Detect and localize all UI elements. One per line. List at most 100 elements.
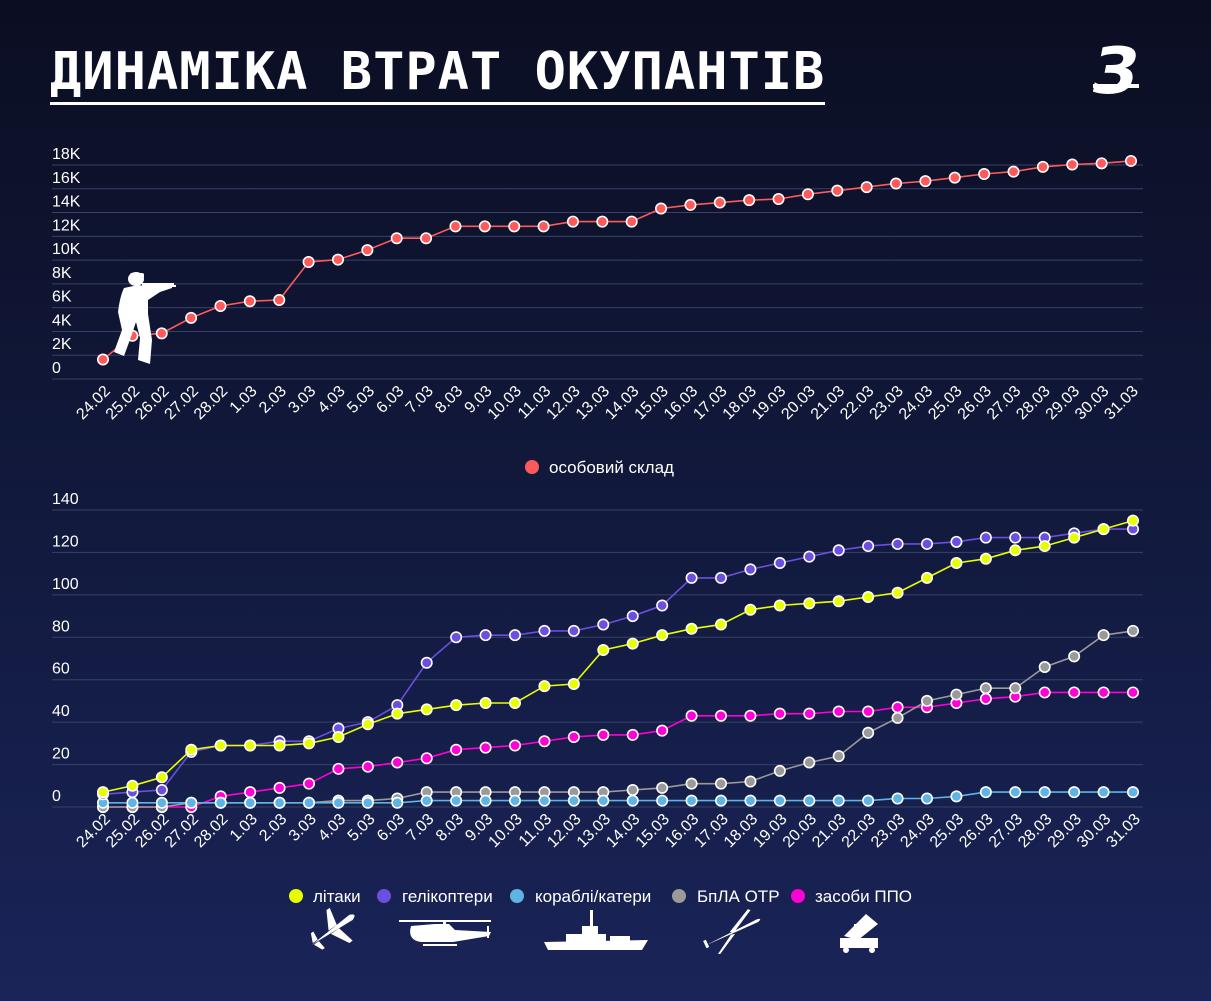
data-point bbox=[744, 775, 757, 788]
x-tick-label: 1.03 bbox=[227, 383, 261, 417]
x-tick-label: 4.03 bbox=[315, 383, 349, 417]
data-point bbox=[862, 590, 875, 603]
data-point bbox=[1127, 514, 1140, 527]
data-point bbox=[891, 586, 904, 599]
data-point bbox=[890, 177, 903, 190]
data-point bbox=[243, 295, 256, 308]
x-tick-label: 2.03 bbox=[256, 383, 290, 417]
data-point bbox=[391, 796, 404, 809]
data-point bbox=[744, 563, 757, 576]
y-tick-label: 0 bbox=[52, 788, 61, 805]
data-point bbox=[773, 764, 786, 777]
data-point bbox=[597, 644, 610, 657]
data-point bbox=[862, 705, 875, 718]
data-point bbox=[920, 537, 933, 550]
data-point bbox=[1007, 165, 1020, 178]
legend-marker bbox=[377, 889, 391, 903]
data-point bbox=[450, 699, 463, 712]
data-point bbox=[244, 786, 257, 799]
data-point bbox=[1127, 786, 1140, 799]
data-point bbox=[803, 707, 816, 720]
data-point bbox=[685, 622, 698, 635]
legend-marker bbox=[672, 889, 686, 903]
data-point bbox=[656, 629, 669, 642]
data-point bbox=[244, 796, 257, 809]
data-point bbox=[97, 786, 110, 799]
data-point bbox=[273, 739, 286, 752]
x-tick-label: 5.03 bbox=[345, 811, 379, 845]
x-tick-label: 31.03 bbox=[1101, 383, 1141, 423]
data-point bbox=[1066, 158, 1079, 171]
data-point bbox=[832, 794, 845, 807]
helicopter-icon bbox=[399, 920, 491, 946]
data-point bbox=[862, 726, 875, 739]
uav-icon bbox=[703, 909, 761, 955]
data-point bbox=[920, 571, 933, 584]
data-point bbox=[391, 756, 404, 769]
data-point bbox=[1068, 786, 1081, 799]
data-point bbox=[391, 707, 404, 720]
data-point bbox=[1125, 154, 1138, 167]
data-point bbox=[772, 192, 785, 205]
data-point bbox=[1009, 544, 1022, 557]
data-point bbox=[684, 198, 697, 211]
data-point bbox=[302, 777, 315, 790]
data-point bbox=[803, 597, 816, 610]
y-tick-label: 60 bbox=[52, 661, 70, 678]
ship-icon bbox=[544, 910, 648, 950]
legend-label: БпЛА ОТР bbox=[697, 887, 780, 906]
x-tick-label: 7.03 bbox=[404, 811, 438, 845]
legend-marker bbox=[289, 889, 303, 903]
data-point bbox=[656, 724, 669, 737]
y-tick-label: 6K bbox=[52, 289, 72, 306]
data-point bbox=[1009, 786, 1022, 799]
data-point bbox=[626, 637, 639, 650]
data-point bbox=[1038, 686, 1051, 699]
data-point bbox=[803, 756, 816, 769]
data-point bbox=[714, 618, 727, 631]
data-point bbox=[538, 794, 551, 807]
x-tick-label: 6.03 bbox=[374, 811, 408, 845]
data-point bbox=[596, 215, 609, 228]
x-tick-label: 8.03 bbox=[432, 383, 466, 417]
data-point bbox=[803, 794, 816, 807]
data-point bbox=[773, 599, 786, 612]
data-point bbox=[920, 792, 933, 805]
data-point bbox=[626, 728, 639, 741]
data-point bbox=[420, 703, 433, 716]
data-point bbox=[479, 629, 492, 642]
data-point bbox=[920, 694, 933, 707]
data-point bbox=[361, 244, 374, 257]
x-tick-label: 28.02 bbox=[191, 811, 231, 851]
data-point bbox=[862, 794, 875, 807]
y-tick-label: 40 bbox=[52, 703, 70, 720]
x-tick-label: 4.03 bbox=[315, 811, 349, 845]
data-point bbox=[626, 610, 639, 623]
data-point bbox=[185, 796, 198, 809]
data-point bbox=[479, 697, 492, 710]
personnel-legend: особовий склад bbox=[525, 458, 674, 477]
data-point bbox=[567, 677, 580, 690]
y-tick-label: 2K bbox=[52, 336, 72, 353]
data-point bbox=[919, 175, 932, 188]
data-point bbox=[1068, 531, 1081, 544]
data-point bbox=[155, 327, 168, 340]
data-point bbox=[361, 796, 374, 809]
data-point bbox=[567, 794, 580, 807]
data-point bbox=[567, 624, 580, 637]
data-point bbox=[832, 705, 845, 718]
data-point bbox=[566, 215, 579, 228]
data-point bbox=[685, 571, 698, 584]
data-point bbox=[449, 220, 462, 233]
data-point bbox=[656, 794, 669, 807]
y-tick-label: 140 bbox=[52, 491, 79, 508]
data-point bbox=[891, 792, 904, 805]
x-tick-label: 2.03 bbox=[256, 811, 290, 845]
equipment-legend: літаки гелікоптери кораблі/катери БпЛА ОТР з… bbox=[289, 887, 912, 906]
data-point bbox=[214, 739, 227, 752]
data-point bbox=[361, 760, 374, 773]
series-line bbox=[103, 630, 1134, 808]
x-tick-label: 10.03 bbox=[485, 811, 525, 851]
data-point bbox=[185, 743, 198, 756]
